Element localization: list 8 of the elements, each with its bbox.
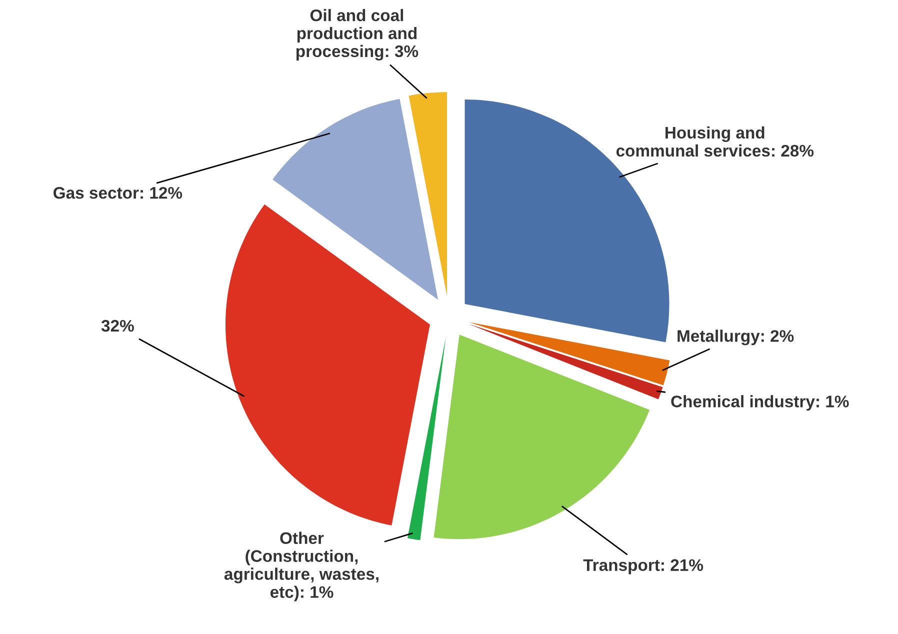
slice-label: Oil and coal production and processing: 3%: [296, 9, 418, 61]
slice-label: Other (Construction, agriculture, wastes, etc): 1%: [224, 532, 378, 602]
slice-label: Housing and communal services: 28%: [616, 126, 814, 157]
slice-label: Transport: 21%: [583, 559, 704, 574]
data-label: 32%: [101, 320, 134, 332]
slice-label: Gas sector: 12%: [54, 186, 182, 199]
slice-label: Chemical industry: 1%: [671, 395, 849, 411]
slice-label: Metallurgy: 2%: [678, 330, 794, 346]
